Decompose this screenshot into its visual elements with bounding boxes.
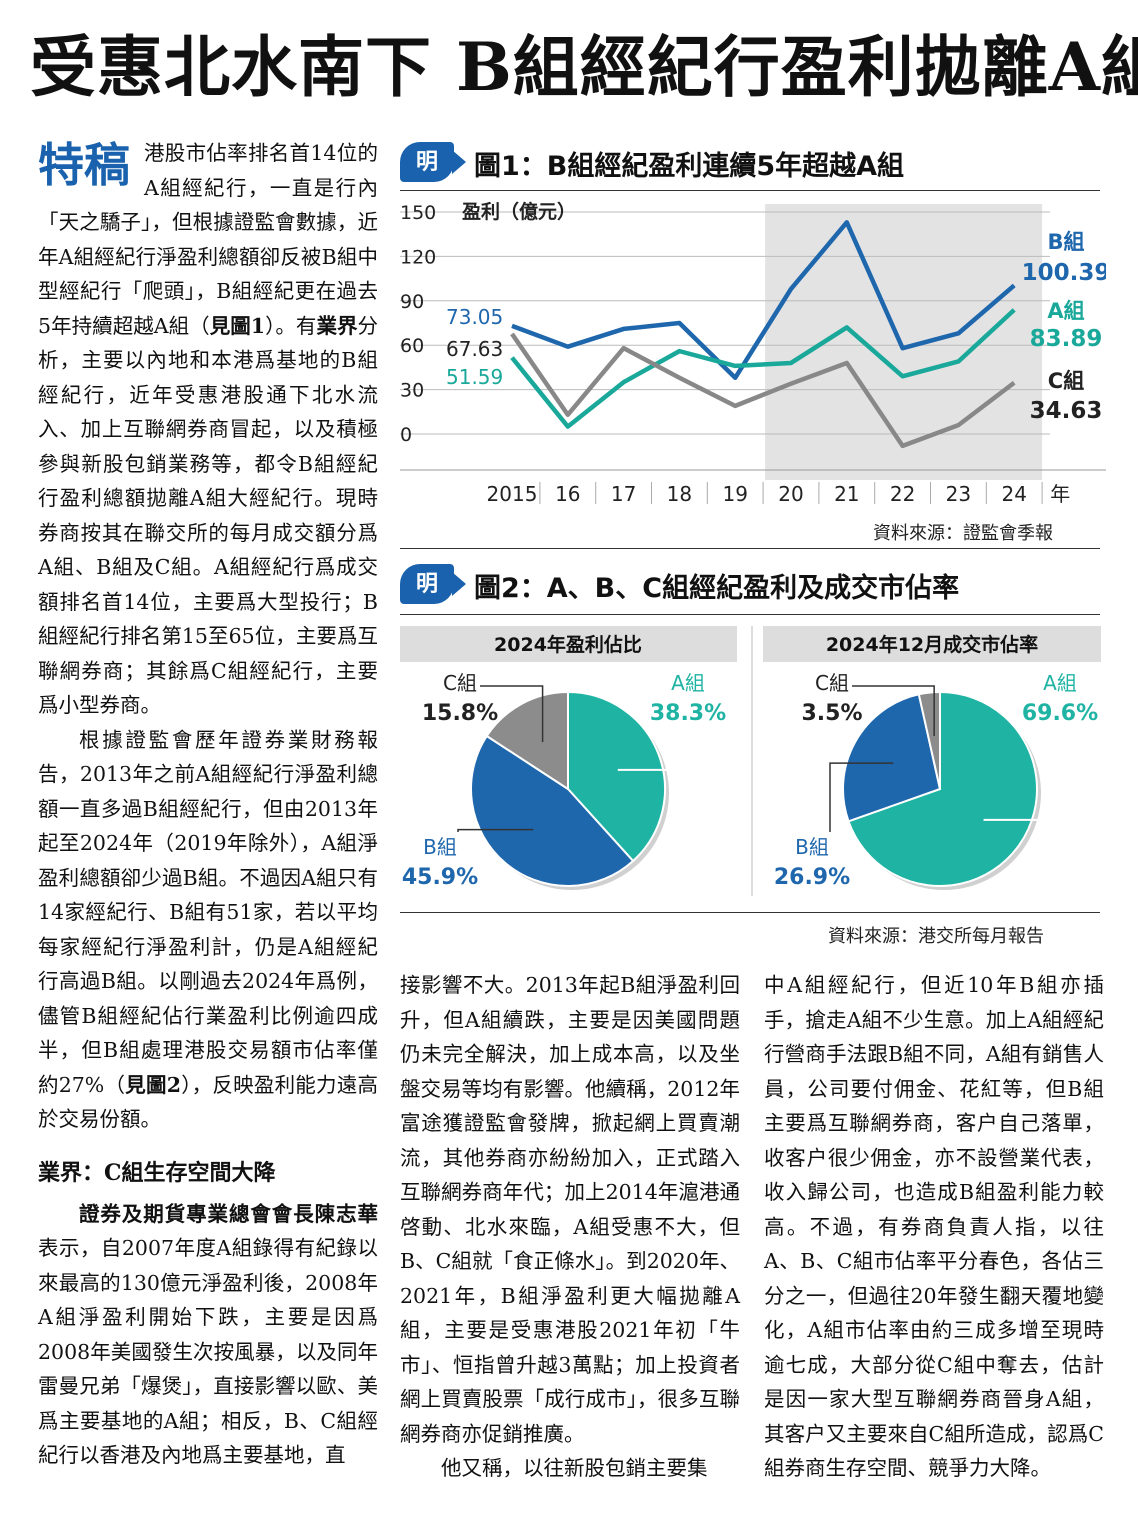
x-tick-label: 23 xyxy=(946,482,971,506)
series-start-label: 67.63 xyxy=(446,337,503,361)
x-tick-label: 18 xyxy=(667,482,692,506)
pie-charts: 2024年盈利佔比 2024年12月成交市佔率 A組 38.3% B組 45.9% C組… xyxy=(400,626,1101,896)
x-tick-label: 19 xyxy=(722,482,747,506)
figure-1-title: 圖1：B組經紀盈利連續5年超越A組 xyxy=(474,151,905,182)
x-tick-label: 22 xyxy=(890,482,915,506)
series-start-label: 51.59 xyxy=(446,365,503,389)
series-line xyxy=(510,332,1016,449)
y-tick-label: 30 xyxy=(400,380,424,402)
figure-2-title: 圖2：A、B、C組經紀盈利及成交市佔率 xyxy=(474,573,960,604)
bold-text: 業界 xyxy=(316,313,358,338)
slice-name-label: B組 xyxy=(423,835,457,859)
series-start-label: 73.05 xyxy=(446,305,503,329)
paragraph-text: ），反映盈利能力遠高於交易份額。 xyxy=(38,1072,378,1132)
paragraph-text: 表示，自2007年度A組錄得有紀錄以來最高的130億元淨盈利後，2008年A組淨… xyxy=(38,1236,378,1467)
series-end-label: 34.63 xyxy=(1030,398,1103,424)
highlight-region xyxy=(765,204,1043,480)
series-end-label: 100.39 xyxy=(1022,260,1106,286)
divider xyxy=(400,912,1100,913)
pie-slice xyxy=(567,690,666,863)
series-line xyxy=(510,308,1016,429)
x-tick-label: 21 xyxy=(834,482,859,506)
slice-name-label: A組 xyxy=(671,671,705,695)
divider xyxy=(400,190,1100,191)
slice-name-label: B組 xyxy=(795,835,829,859)
slice-value-label: 26.9% xyxy=(774,865,850,890)
article-paragraph-2: 根據證監會歷年證券業財務報告，2013年之前A組經紀行淨盈利總額一直多過B組經紀… xyxy=(38,723,378,1137)
x-axis-label: 年 xyxy=(1050,482,1070,506)
pie-title-bar xyxy=(763,626,1101,662)
y-tick-label: 150 xyxy=(400,202,436,224)
article-column-2: 接影響不大。2013年起B組淨盈利回升，但A組續跌，主要是因美國問題仍未完全解決… xyxy=(400,968,740,1486)
pie-slice xyxy=(485,690,569,791)
pie-1-title: 2024年盈利佔比 xyxy=(494,633,642,656)
series-end-label: 83.89 xyxy=(1030,326,1103,352)
subheading: 業界：C組生存空間大降 xyxy=(38,1159,276,1186)
figure-1-header: 明 圖1：B組經紀盈利連續5年超越A組 xyxy=(400,136,1100,188)
slice-name-label: C組 xyxy=(815,671,849,695)
y-tick-label: 60 xyxy=(400,335,424,357)
headline: 受惠北水南下 B組經紀行盈利拋離A組 xyxy=(30,28,1138,106)
series-name-label: A組 xyxy=(1047,299,1084,323)
leader-line xyxy=(829,762,894,832)
divider xyxy=(400,614,1100,615)
ming-badge-icon: 明 xyxy=(400,564,454,604)
figure-2-source: 資料來源：港交所每月報告 xyxy=(828,926,1044,947)
bold-text: 證券及期貨專業總會會長陳志華 xyxy=(79,1201,378,1226)
series-name-label: C組 xyxy=(1048,369,1084,393)
x-tick-label: 2015 xyxy=(487,482,538,506)
article-paragraph-1: 特稿 港股市佔率排名首14位的A組經紀行，一直是行內「天之驕子」，但根據證監會數據… xyxy=(38,136,378,723)
article-paragraph-3: 證券及期貨專業總會會長陳志華表示，自2007年度A組錄得有紀錄以來最高的130億… xyxy=(38,1197,378,1473)
paragraph-text: 港股市佔率排名首14位的A組經紀行，一直是行內「天之驕子」，但根據證監會數據，近… xyxy=(38,141,378,338)
slice-value-label: 3.5% xyxy=(801,701,862,726)
figure-reference: 見圖2 xyxy=(125,1072,181,1097)
article-column-1: 特稿 港股市佔率排名首14位的A組經紀行，一直是行內「天之驕子」，但根據證監會數據… xyxy=(38,136,378,1473)
y-tick-label: 0 xyxy=(400,424,412,446)
leader-line xyxy=(457,828,534,832)
figure-1-source: 資料來源：證監會季報 xyxy=(873,523,1053,544)
divider xyxy=(400,548,1100,549)
article-column-3: 中A組經紀行，但近10年B組亦插手，搶走A組不少生意。加上A組經紀行營商手法跟B… xyxy=(764,968,1104,1486)
series-name-label: B組 xyxy=(1047,230,1084,254)
x-tick-label: 16 xyxy=(555,482,580,506)
y-axis-label: 盈利（億元） xyxy=(461,200,576,223)
paragraph-text: 根據證監會歷年證券業財務報告，2013年之前A組經紀行淨盈利總額一直多過B組經紀… xyxy=(38,727,378,1097)
article-paragraph-5: 他又稱，以往新股包銷主要集 xyxy=(441,1456,708,1480)
figure-2-header: 明 圖2：A、B、C組經紀盈利及成交市佔率 xyxy=(400,558,1100,610)
leader-line xyxy=(617,721,689,771)
paragraph-text: ）。有 xyxy=(265,313,317,338)
ming-badge-icon: 明 xyxy=(400,142,454,182)
y-tick-label: 90 xyxy=(400,291,424,313)
leader-line xyxy=(983,721,1061,821)
slice-value-label: 38.3% xyxy=(650,701,726,726)
leader-line xyxy=(852,685,935,736)
slice-value-label: 15.8% xyxy=(422,701,498,726)
slice-name-label: C組 xyxy=(443,671,477,695)
article-paragraph-4: 接影響不大。2013年起B組淨盈利回升，但A組續跌，主要是因美國問題仍未完全解決… xyxy=(400,973,740,1446)
pie-2-title: 2024年12月成交市佔率 xyxy=(826,633,1038,656)
line-chart: 0 30 60 90 120 150 2015 16 17 18 19 20 21 22 23 24 年 73.… xyxy=(400,200,1106,506)
x-tick-label: 20 xyxy=(778,482,803,506)
special-feature-tag: 特稿 xyxy=(38,138,130,192)
slice-name-label: A組 xyxy=(1043,671,1077,695)
leader-line xyxy=(480,685,544,743)
pie-slice xyxy=(470,734,635,887)
y-tick-label: 120 xyxy=(400,246,436,268)
pie-slice xyxy=(847,690,1038,887)
x-tick-label: 17 xyxy=(611,482,636,506)
slice-value-label: 69.6% xyxy=(1022,701,1098,726)
x-tick-label: 24 xyxy=(1001,482,1026,506)
slice-value-label: 45.9% xyxy=(402,865,478,890)
paragraph-text: 分析，主要以內地和本港爲基地的B組經紀行，近年受惠港股通下北水流入、加上互聯網券… xyxy=(38,313,379,718)
pie-slice xyxy=(842,693,942,823)
pie-title-bar xyxy=(400,626,737,662)
figure-reference: 見圖1 xyxy=(209,313,266,338)
badge-arrow-icon xyxy=(452,150,466,174)
badge-arrow-icon xyxy=(452,572,466,596)
series-line xyxy=(511,220,1016,381)
article-paragraph-6: 中A組經紀行，但近10年B組亦插手，搶走A組不少生意。加上A組經紀行營商手法跟B… xyxy=(764,973,1104,1480)
